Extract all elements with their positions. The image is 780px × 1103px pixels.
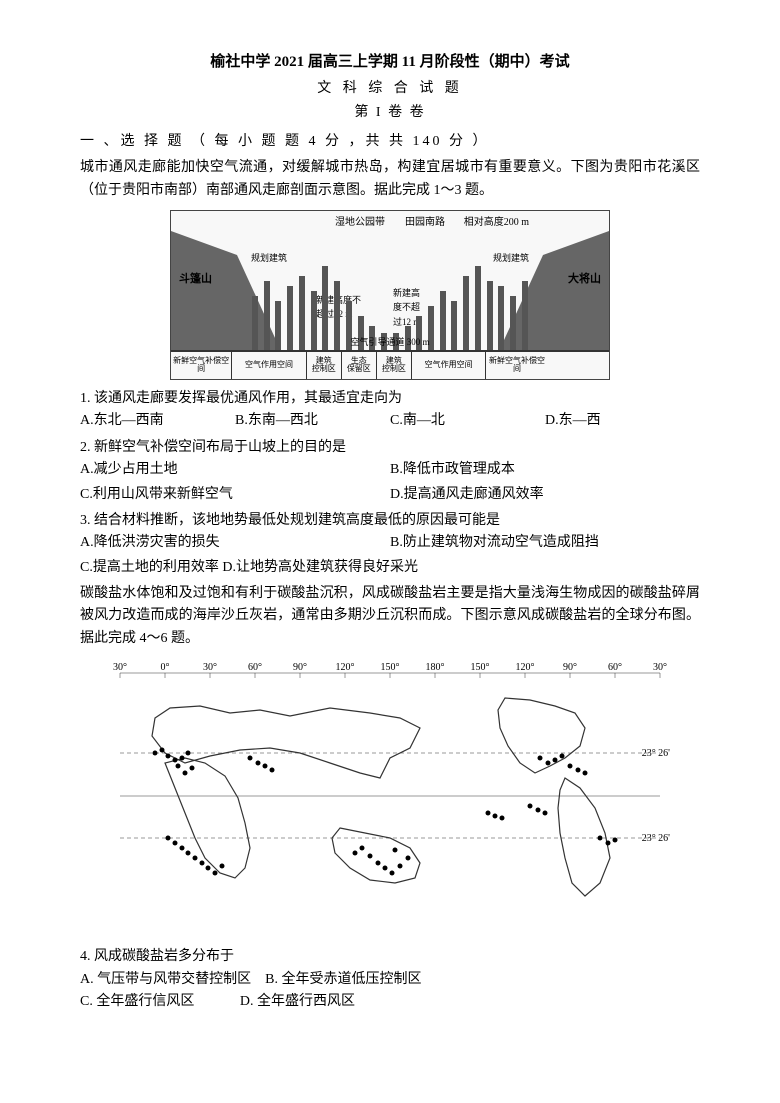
svg-text:120°: 120° [516, 662, 535, 673]
building-bar [522, 281, 528, 351]
q3-opt-c: C.提高土地的利用效率 [80, 560, 219, 575]
world-map-svg: 30° 0° 30° 60° 90° 120° 150° 180° 150° 120° 90° 60°… [110, 658, 670, 938]
q4-text: 4. 风成碳酸盐岩多分布于 [80, 946, 700, 968]
q2-text: 2. 新鲜空气补偿空间布局于山坡上的目的是 [80, 437, 700, 459]
svg-text:60°: 60° [248, 662, 262, 673]
building-bar [322, 266, 328, 351]
q1-text: 1. 该通风走廊要发挥最优通风作用，其最适宜走向为 [80, 388, 700, 410]
section-2-intro: 碳酸盐水体饱和及过饱和有利于碳酸盐沉积，风成碳酸盐岩主要是指大量浅海生物成因的碳… [80, 583, 700, 650]
svg-text:30°: 30° [113, 662, 127, 673]
top-label-1: 湿地公园带 [335, 215, 385, 231]
bg-cell-2: 建筑 控制区 [307, 352, 342, 379]
q4-opt-c: C. 全年盛行信风区 [80, 994, 194, 1009]
section-1-intro: 城市通风走廊能加快空气流通，对缓解城市热岛，构建宜居城市有重要意义。下图为贵阳市… [80, 157, 700, 202]
q4-opt-a: A. 气压带与风带交替控制区 [80, 972, 251, 987]
svg-text:30°: 30° [653, 662, 667, 673]
q2-opt-a: A.减少占用土地 [80, 459, 390, 481]
svg-text:150°: 150° [471, 662, 490, 673]
svg-text:60°: 60° [608, 662, 622, 673]
building-bar [487, 281, 493, 351]
building-bar [510, 296, 516, 351]
figure-2: 30° 0° 30° 60° 90° 120° 150° 180° 150° 120° 90° 60°… [110, 658, 670, 938]
figure-1: 湿地公园带 田园南路 相对高度200 m 斗篷山 大将山 规划建筑 规划建筑 新… [170, 210, 610, 380]
figure-1-container: 湿地公园带 田园南路 相对高度200 m 斗篷山 大将山 规划建筑 规划建筑 新… [80, 210, 700, 380]
height-label: 相对高度200 m [464, 215, 529, 231]
figure-2-container: 30° 0° 30° 60° 90° 120° 150° 180° 150° 120° 90° 60°… [80, 658, 700, 938]
section-1-heading: 一 、选 择 题 （ 每 小 题 题 4 分 ，共 共 140 分 ） [80, 131, 700, 153]
q2-opt-c: C.利用山风带来新鲜空气 [80, 484, 390, 506]
q3-opt-d: D.让地势高处建筑获得良好采光 [222, 560, 418, 575]
q3-opt-a: A.降低洪涝灾害的损失 [80, 532, 390, 554]
right-mountain-label: 大将山 [568, 271, 601, 289]
q1-opt-c: C.南—北 [390, 410, 545, 432]
paper-section: 第 I 卷 卷 [80, 102, 700, 124]
building-bar [463, 276, 469, 351]
bg-cell-5: 空气作用空间 [412, 352, 486, 379]
q2-opt-b: B.降低市政管理成本 [390, 459, 700, 481]
building-bar [334, 281, 340, 351]
building-bar [252, 296, 258, 351]
q4-opt-b: B. 全年受赤道低压控制区 [265, 972, 421, 987]
bg-cell-6: 新鲜空气补偿空间 [486, 352, 547, 379]
q4-options-1: A. 气压带与风带交替控制区 B. 全年受赤道低压控制区 [80, 969, 700, 991]
building-bar [451, 301, 457, 351]
svg-text:30°: 30° [203, 662, 217, 673]
bg-cell-3: 生态 保留区 [342, 352, 377, 379]
bg-cell-4: 建筑 控制区 [377, 352, 412, 379]
q4-options-2: C. 全年盛行信风区 D. 全年盛行西风区 [80, 991, 700, 1013]
left-mountain-label: 斗篷山 [179, 271, 212, 289]
q3-opt-b: B.防止建筑物对流动空气造成阻挡 [390, 532, 700, 554]
building-bar [287, 286, 293, 351]
top-label-2: 田园南路 [405, 215, 445, 231]
building-bar [264, 281, 270, 351]
bg-cell-1: 空气作用空间 [232, 352, 306, 379]
bg-cell-0: 新鲜空气补偿空间 [171, 352, 232, 379]
q3-options-2: C.提高土地的利用效率 D.让地势高处建筑获得良好采光 [80, 557, 700, 579]
q4-opt-d: D. 全年盛行西风区 [240, 994, 355, 1009]
figure-1-top-labels: 湿地公园带 田园南路 相对高度200 m [171, 215, 609, 231]
building-bar [311, 291, 317, 351]
q1-options: A.东北—西南 B.东南—西北 C.南—北 D.东—西 [80, 410, 700, 432]
q2-opt-d: D.提高通风走廊通风效率 [390, 484, 700, 506]
q1-opt-d: D.东—西 [545, 410, 700, 432]
q3-options-1: A.降低洪涝灾害的损失 B.防止建筑物对流动空气造成阻挡 [80, 532, 700, 554]
svg-text:90°: 90° [293, 662, 307, 673]
svg-text:150°: 150° [381, 662, 400, 673]
building-bar [440, 291, 446, 351]
q2-options-1: A.减少占用土地 B.降低市政管理成本 [80, 459, 700, 481]
building-bar [475, 266, 481, 351]
building-bar [275, 301, 281, 351]
lat-label-n: 23° 26' [642, 746, 670, 762]
building-bar [299, 276, 305, 351]
q1-opt-a: A.东北—西南 [80, 410, 235, 432]
lat-label-s: 23° 26' [642, 831, 670, 847]
q1-opt-b: B.东南—西北 [235, 410, 390, 432]
svg-text:120°: 120° [336, 662, 355, 673]
svg-text:180°: 180° [426, 662, 445, 673]
svg-text:90°: 90° [563, 662, 577, 673]
subject-title: 文 科 综 合 试 题 [80, 78, 700, 100]
main-title: 榆社中学 2021 届高三上学期 11 月阶段性（期中）考试 [80, 50, 700, 74]
building-bar [498, 286, 504, 351]
center-label: 空气引导通道 300 m [350, 335, 429, 349]
q3-text: 3. 结合材料推断，该地地势最低处规划建筑高度最低的原因最可能是 [80, 510, 700, 532]
q2-options-2: C.利用山风带来新鲜空气 D.提高通风走廊通风效率 [80, 484, 700, 506]
svg-text:0°: 0° [161, 662, 170, 673]
bottom-grid: 新鲜空气补偿空间 空气作用空间 建筑 控制区 生态 保留区 建筑 控制区 空气作… [171, 351, 609, 379]
